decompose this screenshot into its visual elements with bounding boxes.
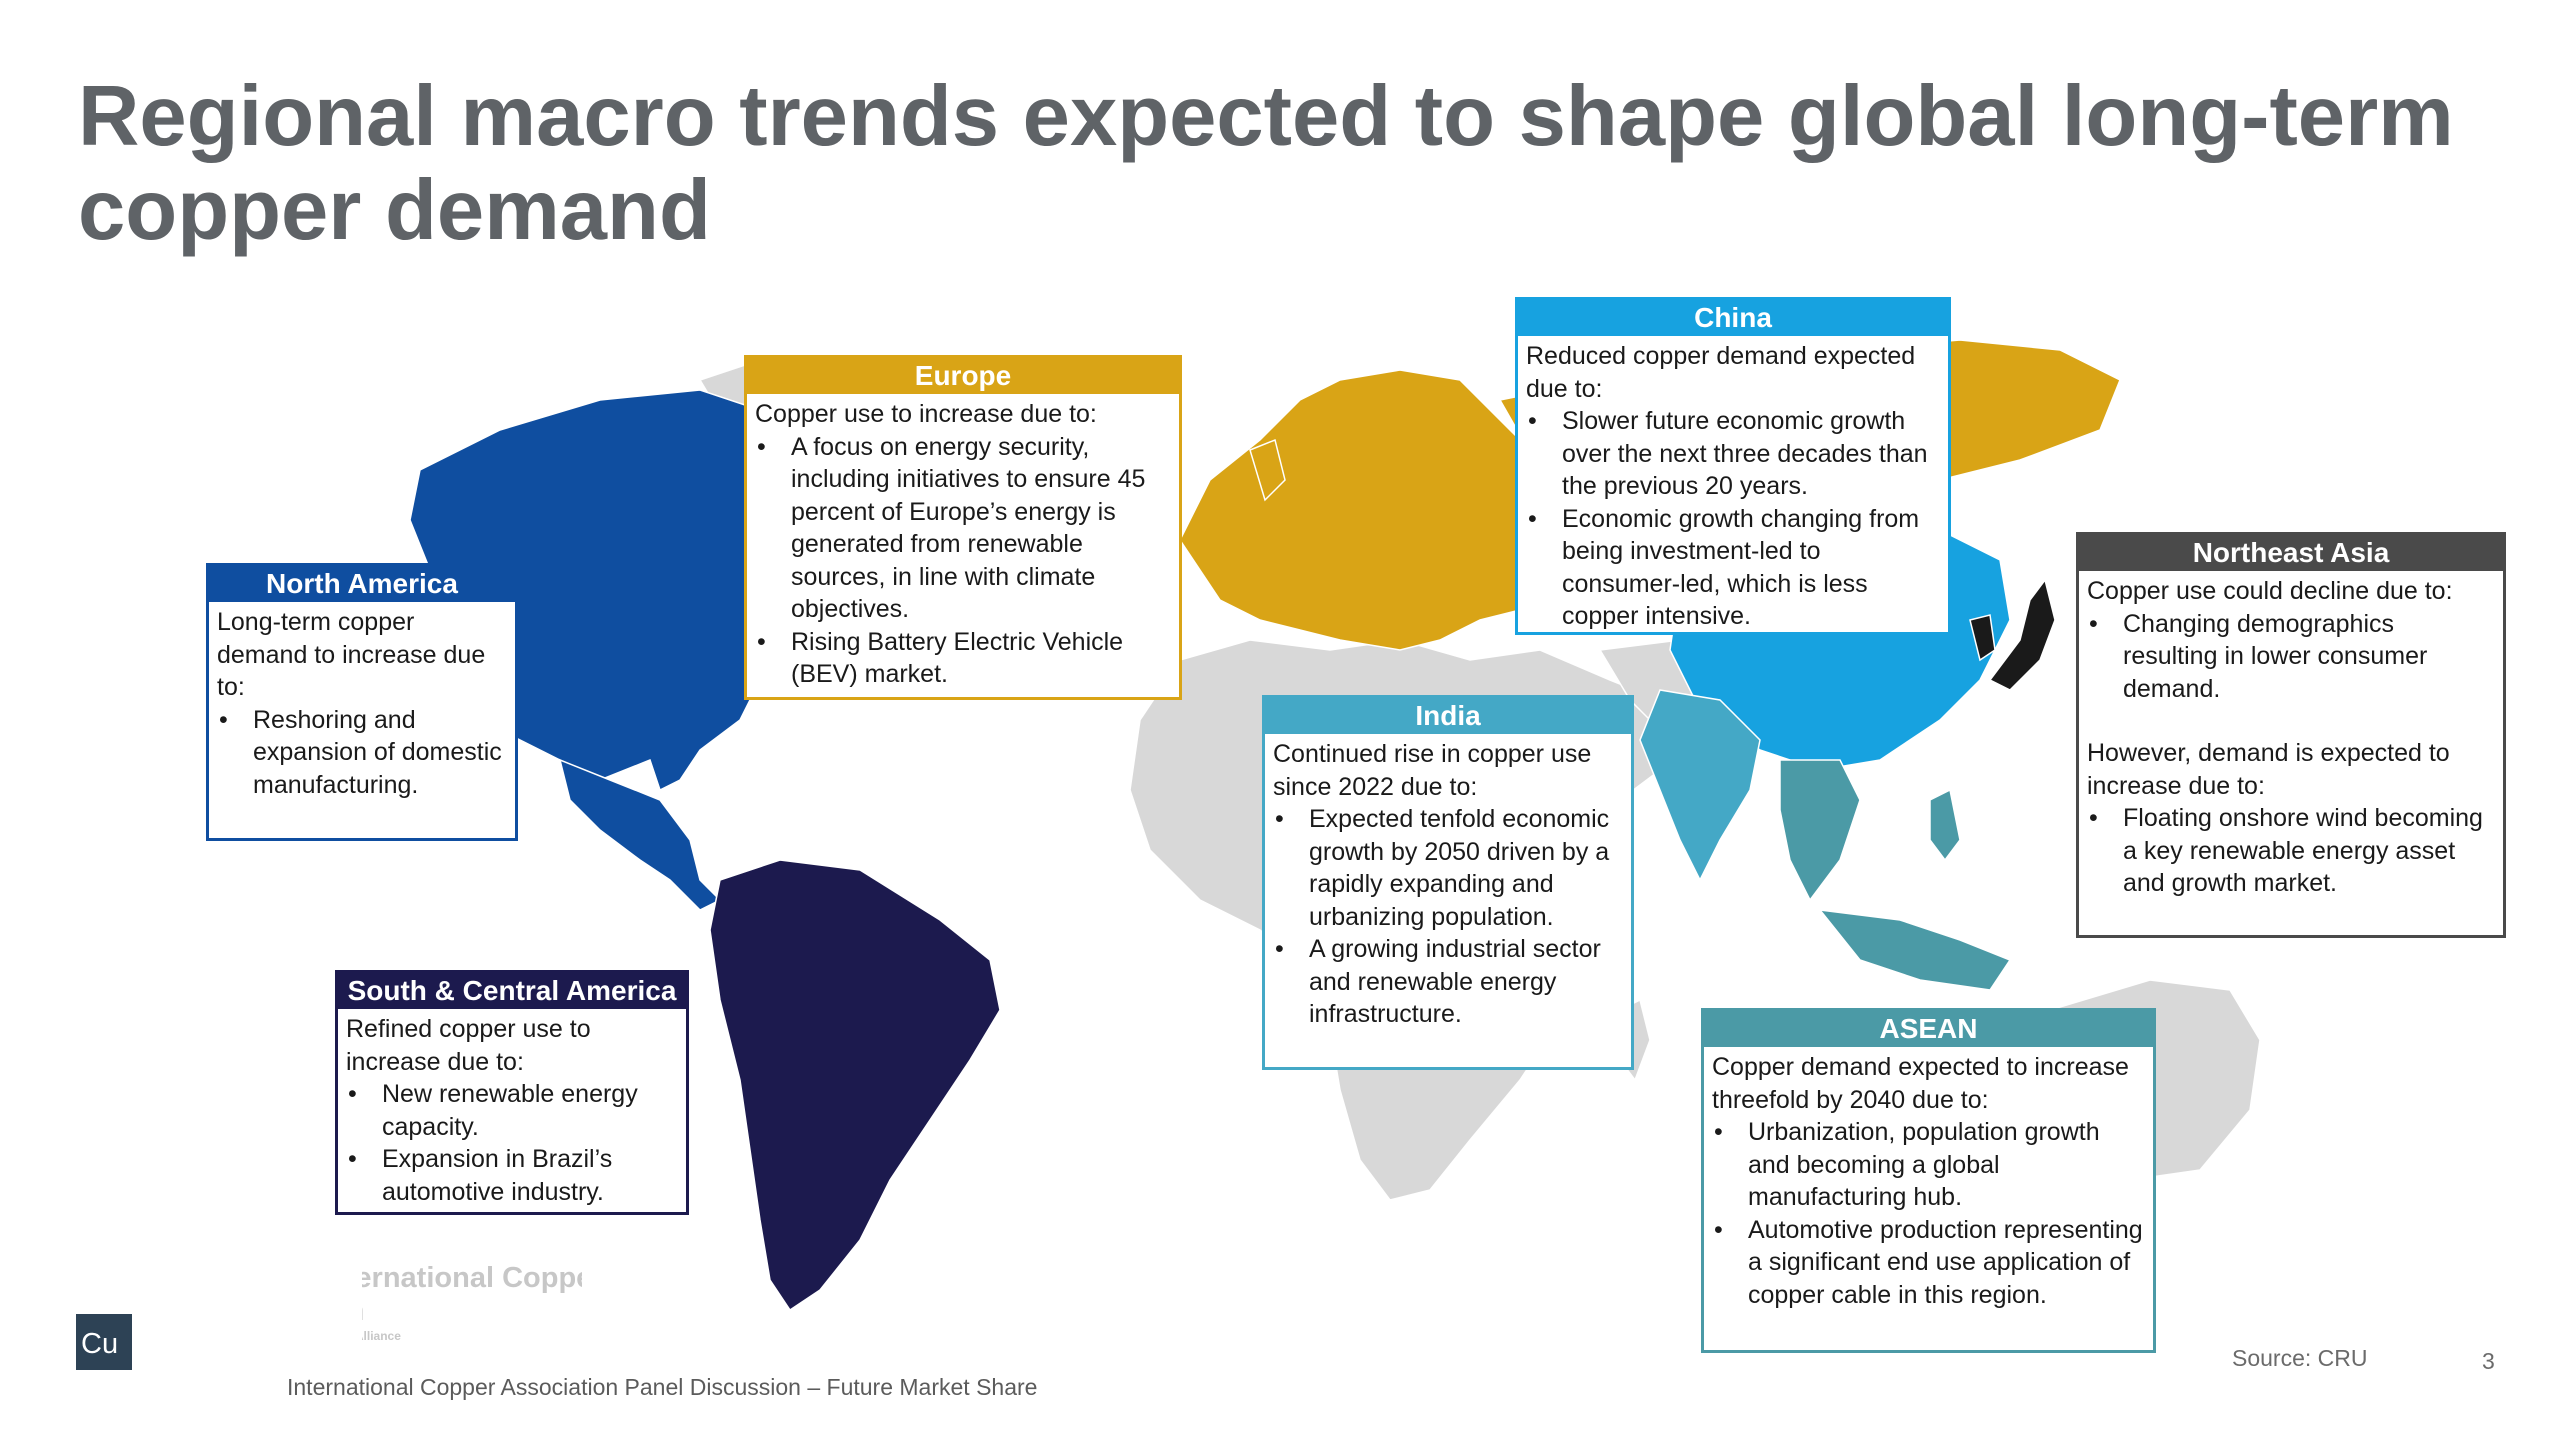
northeast-asia-japan: [1988, 578, 2056, 691]
region-intro: Long-term copper demand to increase due …: [217, 608, 486, 701]
region-header: China: [1518, 300, 1948, 336]
region-intro: Refined copper use to increase due to:: [346, 1015, 591, 1076]
region-callout-europe: Europe Copper use to increase due to: A …: [744, 355, 1182, 700]
region-callout-northeast-asia: Northeast Asia Copper use could decline …: [2076, 532, 2506, 938]
region-header: North America: [209, 566, 515, 602]
slide-title: Regional macro trends expected to shape …: [78, 69, 2454, 258]
source-note: Source: CRU: [2232, 1345, 2368, 1371]
region-header: ASEAN: [1704, 1011, 2153, 1047]
region-bullet: New renewable energy capacity.: [346, 1078, 678, 1143]
region-bullet: Floating onshore wind becoming a key ren…: [2087, 802, 2495, 900]
footer-text: International Copper Association Panel D…: [287, 1374, 1038, 1400]
asean-philippines: [1929, 788, 1961, 862]
region-bullet: Economic growth changing from being inve…: [1526, 503, 1940, 633]
region-bullet: Urbanization, population growth and beco…: [1712, 1116, 2145, 1214]
region-bullet: A growing industrial sector and renewabl…: [1273, 933, 1623, 1031]
region-callout-asean: ASEAN Copper demand expected to increase…: [1701, 1008, 2156, 1353]
region-bullet: Slower future economic growth over the n…: [1526, 405, 1940, 503]
region-callout-india: India Continued rise in copper use since…: [1262, 695, 1634, 1070]
uk-landmass: [1249, 438, 1286, 502]
region-header: India: [1265, 698, 1631, 734]
watermark-line-3: Copper Alliance: [362, 1329, 401, 1343]
region-bullet-list: A focus on energy security, including in…: [755, 431, 1171, 691]
region-bullet-list: Changing demographics resulting in lower…: [2087, 608, 2495, 706]
region-bullet-list: New renewable energy capacity. Expansion…: [346, 1078, 678, 1208]
region-bullet: Automotive production representing a sig…: [1712, 1214, 2145, 1312]
region-bullet-list-secondary: Floating onshore wind becoming a key ren…: [2087, 802, 2495, 900]
region-header: Europe: [747, 358, 1179, 394]
asean-islands: [1818, 909, 2012, 991]
region-intro: Continued rise in copper use since 2022 …: [1273, 740, 1592, 801]
region-bullet-list: Expected tenfold economic growth by 2050…: [1273, 803, 1623, 1031]
region-bullet: Rising Battery Electric Vehicle (BEV) ma…: [755, 626, 1171, 691]
region-header: Northeast Asia: [2079, 535, 2503, 571]
watermark-line-1: International Copper: [362, 1262, 582, 1294]
watermark-line-2: Association: [362, 1295, 582, 1328]
region-callout-china: China Reduced copper demand expected due…: [1515, 297, 1951, 635]
india-landmass: [1639, 689, 1761, 882]
region-bullet: Expected tenfold economic growth by 2050…: [1273, 803, 1623, 933]
association-watermark: International Copper Association Copper …: [362, 1262, 582, 1344]
region-bullet: Reshoring and expansion of domestic manu…: [217, 704, 507, 802]
region-callout-south-central-america: South & Central America Refined copper u…: [335, 970, 689, 1215]
region-intro: Copper use to increase due to:: [755, 400, 1097, 428]
region-intro: Copper use could decline due to:: [2087, 577, 2453, 605]
region-intro: Copper demand expected to increase three…: [1712, 1053, 2129, 1114]
region-bullet-list: Urbanization, population growth and beco…: [1712, 1116, 2145, 1311]
region-bullet: Changing demographics resulting in lower…: [2087, 608, 2495, 706]
northeast-asia-korea: [1969, 614, 1996, 662]
region-bullet: Expansion in Brazil’s automotive industr…: [346, 1143, 678, 1208]
page-number: 3: [2482, 1348, 2495, 1374]
region-intro-secondary: However, demand is expected to increase …: [2087, 739, 2450, 800]
region-bullet-list: Slower future economic growth over the n…: [1526, 405, 1940, 633]
copper-logo: Cu: [76, 1314, 132, 1370]
region-bullet-list: Reshoring and expansion of domestic manu…: [217, 704, 507, 802]
region-intro: Reduced copper demand expected due to:: [1526, 342, 1916, 403]
region-bullet: A focus on energy security, including in…: [755, 431, 1171, 626]
region-callout-north-america: North America Long-term copper demand to…: [206, 563, 518, 841]
south-america-landmass: [709, 859, 1001, 1312]
asean-mainland: [1779, 759, 1861, 902]
europe-landmass: [1179, 369, 1561, 651]
region-header: South & Central America: [338, 973, 686, 1009]
central-america-landmass: [558, 758, 722, 911]
